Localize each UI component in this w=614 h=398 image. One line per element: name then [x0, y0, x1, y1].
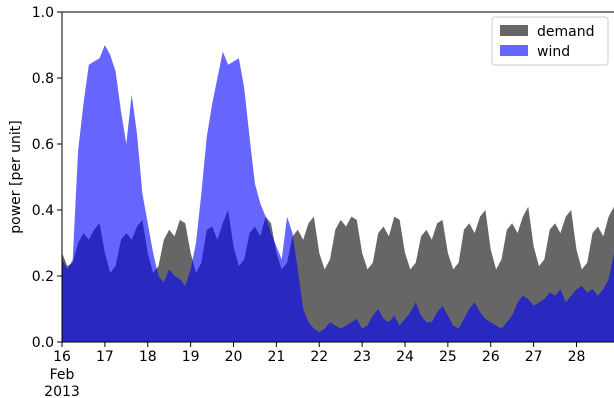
x-tick-label: 17: [96, 349, 114, 365]
x-tick-label: 21: [267, 349, 285, 365]
x-tick-label: 19: [182, 349, 200, 365]
series-area-wind: [62, 45, 614, 342]
y-tick-label: 0.4: [32, 203, 54, 219]
x-tick-label-year: 2013: [44, 384, 80, 398]
x-tick-label: 24: [396, 349, 414, 365]
x-tick-label-month: Feb: [50, 367, 75, 383]
plot-area: [62, 45, 614, 342]
legend: demand wind: [491, 16, 609, 66]
x-tick-label: 20: [225, 349, 243, 365]
x-tick-label: 16: [53, 349, 71, 365]
y-tick-label: 0.0: [32, 335, 54, 351]
y-tick-label: 0.2: [32, 269, 54, 285]
x-tick-label: 27: [525, 349, 543, 365]
y-tick-label: 0.6: [32, 137, 54, 153]
legend-swatch-demand: [500, 25, 528, 36]
legend-label-demand: demand: [537, 24, 594, 40]
x-tick-label: 18: [139, 349, 157, 365]
legend-label-wind: wind: [537, 44, 570, 60]
y-tick-label: 0.8: [32, 71, 54, 87]
legend-swatch-wind: [500, 45, 528, 56]
y-tick-label: 1.0: [32, 5, 54, 21]
x-tick-label: 28: [568, 349, 586, 365]
x-tick-label: 25: [439, 349, 457, 365]
x-tick-label: 22: [310, 349, 328, 365]
y-axis-label: power [per unit]: [8, 120, 24, 233]
x-tick-label: 26: [482, 349, 500, 365]
x-tick-label: 23: [353, 349, 371, 365]
